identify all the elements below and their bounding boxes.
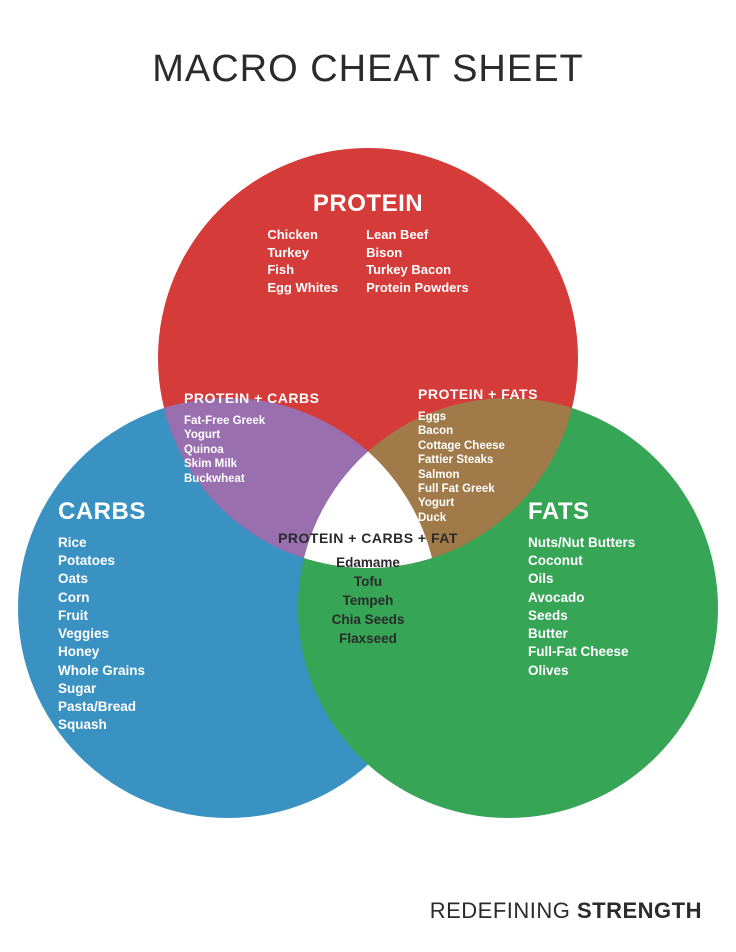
center-label: PROTEIN + CARBS + FAT [273, 530, 463, 546]
list-item: Fattier Steaks [418, 453, 568, 467]
list-item: Full-Fat Cheese [528, 643, 635, 661]
list-item: Bison [366, 244, 469, 262]
list-item: Sugar [58, 680, 146, 698]
protein-fats-label: PROTEIN + FATS [418, 386, 568, 402]
footer-brand: REDEFINING STRENGTH [430, 898, 702, 924]
list-item: Chia Seeds [273, 611, 463, 630]
center-items: EdamameTofuTempehChia SeedsFlaxseed [273, 554, 463, 648]
list-item: Fish [267, 261, 338, 279]
list-item: Tofu [273, 573, 463, 592]
carbs-items: RicePotatoesOatsCornFruitVeggiesHoneyWho… [58, 534, 146, 734]
list-item: Olives [528, 662, 635, 680]
center-section: PROTEIN + CARBS + FAT EdamameTofuTempehC… [273, 530, 463, 648]
protein-label: PROTEIN [267, 190, 468, 218]
list-item: Corn [58, 589, 146, 607]
protein-carbs-section: PROTEIN + CARBS Fat-Free GreekYogurtQuin… [184, 390, 334, 486]
list-item: Pasta/Bread [58, 698, 146, 716]
protein-carbs-items: Fat-Free GreekYogurtQuinoaSkim MilkBuckw… [184, 414, 334, 486]
list-item: Nuts/Nut Butters [528, 534, 635, 552]
list-item: Flaxseed [273, 630, 463, 649]
list-item: Honey [58, 643, 146, 661]
carbs-label: CARBS [58, 498, 146, 526]
list-item: Fruit [58, 607, 146, 625]
protein-items-col2: Lean BeefBisonTurkey BaconProtein Powder… [366, 226, 469, 296]
list-item: Butter [528, 625, 635, 643]
list-item: Squash [58, 716, 146, 734]
list-item: Full Fat Greek [418, 482, 568, 496]
list-item: Fat-Free Greek [184, 414, 334, 428]
protein-carbs-label: PROTEIN + CARBS [184, 390, 334, 406]
fats-items: Nuts/Nut ButtersCoconutOilsAvocadoSeedsB… [528, 534, 635, 680]
list-item: Turkey Bacon [366, 261, 469, 279]
list-item: Edamame [273, 554, 463, 573]
fats-section: FATS Nuts/Nut ButtersCoconutOilsAvocadoS… [528, 498, 635, 680]
list-item: Tempeh [273, 592, 463, 611]
venn-diagram: PROTEIN ChickenTurkeyFishEgg Whites Lean… [48, 148, 688, 828]
list-item: Chicken [267, 226, 338, 244]
list-item: Avocado [528, 589, 635, 607]
list-item: Protein Powders [366, 279, 469, 297]
list-item: Duck [418, 511, 568, 525]
list-item: Eggs [418, 410, 568, 424]
list-item: Rice [58, 534, 146, 552]
list-item: Yogurt [184, 428, 334, 442]
list-item: Seeds [528, 607, 635, 625]
list-item: Egg Whites [267, 279, 338, 297]
list-item: Turkey [267, 244, 338, 262]
list-item: Whole Grains [58, 662, 146, 680]
protein-fats-section: PROTEIN + FATS EggsBaconCottage CheeseFa… [418, 386, 568, 525]
list-item: Potatoes [58, 552, 146, 570]
protein-section: PROTEIN ChickenTurkeyFishEgg Whites Lean… [267, 190, 468, 296]
list-item: Lean Beef [366, 226, 469, 244]
page-title: MACRO CHEAT SHEET [0, 0, 736, 91]
list-item: Quinoa [184, 443, 334, 457]
list-item: Buckwheat [184, 472, 334, 486]
protein-items-col1: ChickenTurkeyFishEgg Whites [267, 226, 338, 296]
footer-light: REDEFINING [430, 898, 577, 923]
list-item: Salmon [418, 468, 568, 482]
list-item: Veggies [58, 625, 146, 643]
list-item: Oats [58, 570, 146, 588]
list-item: Skim Milk [184, 457, 334, 471]
list-item: Yogurt [418, 496, 568, 510]
list-item: Oils [528, 570, 635, 588]
footer-bold: STRENGTH [577, 898, 702, 923]
protein-fats-items: EggsBaconCottage CheeseFattier SteaksSal… [418, 410, 568, 525]
list-item: Cottage Cheese [418, 439, 568, 453]
list-item: Coconut [528, 552, 635, 570]
carbs-section: CARBS RicePotatoesOatsCornFruitVeggiesHo… [58, 498, 146, 734]
list-item: Bacon [418, 424, 568, 438]
